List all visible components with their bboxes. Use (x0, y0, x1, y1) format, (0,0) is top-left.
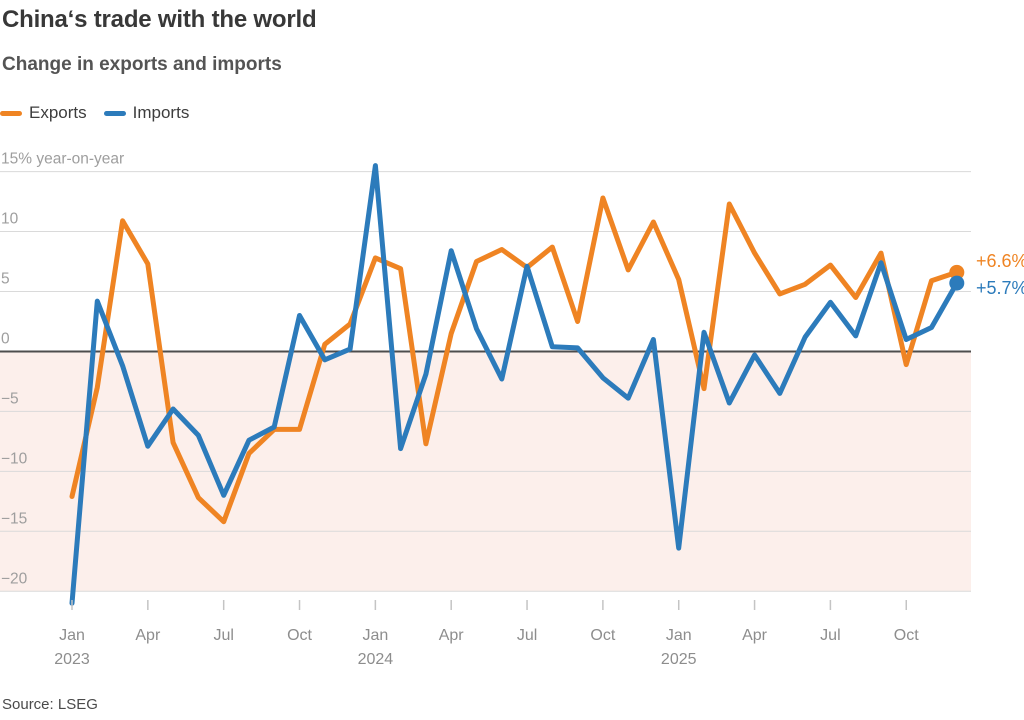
source-note: Source: LSEG (2, 696, 98, 713)
imports-end-dot (949, 275, 965, 291)
y-axis-label: −15 (1, 510, 27, 527)
page-title: China‘s trade with the world (2, 6, 317, 33)
x-tick-label: Oct (287, 627, 312, 644)
x-year-label: 2024 (358, 651, 394, 668)
y-axis-label: 5 (1, 271, 10, 288)
y-axis-label: 15% year-on-year (1, 151, 124, 168)
x-tick-label: Apr (742, 627, 768, 644)
y-axis-label: −20 (1, 570, 28, 587)
y-axis-label: −10 (1, 450, 28, 467)
x-tick-label: Jan (362, 627, 388, 644)
imports-end-label: +5.7% (976, 278, 1024, 298)
exports-line (69, 195, 960, 525)
x-tick-label: Jan (59, 627, 85, 644)
y-axis-label: −5 (1, 390, 19, 407)
x-tick-label: Apr (135, 627, 161, 644)
legend-item-exports: Exports (0, 103, 87, 123)
exports-swatch-icon (0, 110, 22, 116)
x-tick-label: Oct (590, 627, 615, 644)
legend-label-imports: Imports (132, 103, 190, 122)
y-axis-label: 0 (1, 330, 10, 347)
exports-end-dot (949, 264, 965, 280)
x-tick-label: Oct (894, 627, 919, 644)
x-tick-label: Jul (517, 627, 537, 644)
exports-end-label: +6.6% (976, 251, 1024, 271)
chart-legend: Exports Imports (0, 103, 206, 123)
legend-label-exports: Exports (29, 103, 87, 122)
x-year-label: 2023 (54, 651, 90, 668)
imports-swatch-icon (103, 110, 126, 116)
x-year-label: 2025 (661, 651, 697, 668)
chart-subtitle: Change in exports and imports (2, 54, 282, 75)
x-tick-label: Jan (666, 627, 692, 644)
legend-item-imports: Imports (103, 103, 190, 123)
x-tick-label: Jul (820, 627, 840, 644)
x-tick-label: Apr (439, 627, 465, 644)
imports-line (69, 163, 960, 606)
x-tick-label: Jul (213, 627, 233, 644)
chart-header: China‘s trade with the world Change in e… (2, 6, 317, 76)
y-axis-label: 10 (1, 211, 19, 228)
